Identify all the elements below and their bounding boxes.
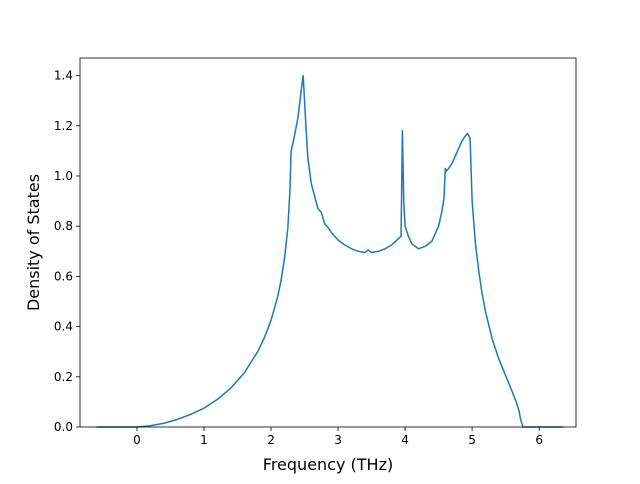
y-tick-label: 0.0 xyxy=(54,420,73,434)
x-tick-label: 0 xyxy=(133,433,141,447)
y-tick-label: 0.2 xyxy=(54,370,73,384)
x-axis-label: Frequency (THz) xyxy=(263,455,393,474)
x-tick-label: 4 xyxy=(401,433,409,447)
y-axis-label: Density of States xyxy=(24,174,43,311)
y-tick-label: 1.2 xyxy=(54,119,73,133)
y-tick-label: 0.8 xyxy=(54,219,73,233)
x-axis-ticks: 0 1 2 3 4 5 6 xyxy=(133,427,543,447)
y-tick-label: 0.6 xyxy=(54,269,73,283)
x-tick-label: 6 xyxy=(535,433,543,447)
x-tick-label: 2 xyxy=(267,433,275,447)
y-tick-label: 1.0 xyxy=(54,169,73,183)
axes-frame xyxy=(79,57,577,428)
x-tick-label: 1 xyxy=(200,433,208,447)
plot-area xyxy=(96,74,564,428)
x-tick-label: 5 xyxy=(468,433,476,447)
y-axis-ticks: 0.0 0.2 0.4 0.6 0.8 1.0 1.2 1.4 xyxy=(54,69,80,434)
y-tick-label: 0.4 xyxy=(54,320,73,334)
x-tick-label: 3 xyxy=(334,433,342,447)
series-line-density-of-states xyxy=(96,74,564,428)
y-tick-label: 1.4 xyxy=(54,69,73,83)
